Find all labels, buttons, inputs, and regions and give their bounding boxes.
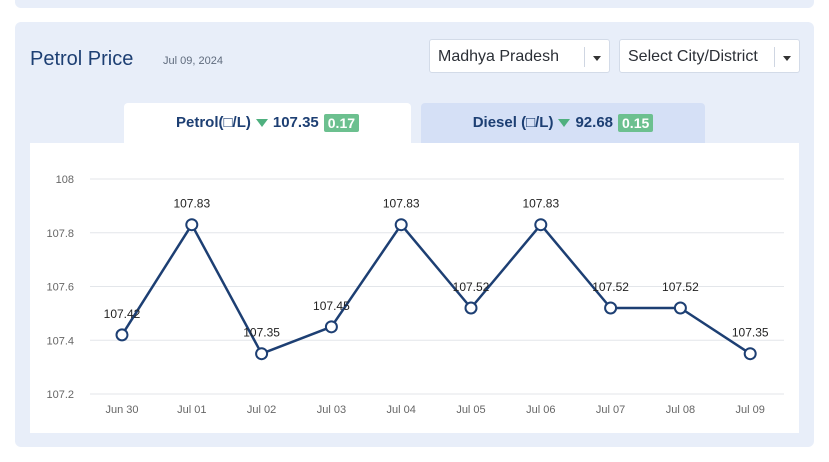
- series-line: [120, 223, 751, 355]
- tab-petrol-change-badge: 0.17: [323, 114, 360, 133]
- x-tick-label: Jul 05: [456, 404, 485, 416]
- y-tick-label: 107.8: [46, 228, 74, 240]
- data-point: [324, 320, 338, 334]
- chevron-down-icon[interactable]: [783, 56, 791, 61]
- data-label: 107.83: [522, 197, 559, 211]
- tab-petrol[interactable]: Petrol(□/L) 107.35 0.17: [124, 103, 411, 143]
- x-tick-label: Jun 30: [105, 404, 138, 416]
- tab-diesel[interactable]: Diesel (□/L) 92.68 0.15: [421, 103, 705, 143]
- data-label: 107.42: [104, 307, 141, 321]
- select-divider: [774, 47, 775, 67]
- data-point: [673, 301, 687, 315]
- data-label: 107.35: [243, 326, 280, 340]
- data-label: 107.45: [313, 299, 350, 313]
- data-point: [115, 328, 129, 342]
- trend-down-icon: [255, 119, 268, 128]
- tab-diesel-price: 92.68: [575, 114, 614, 131]
- y-tick-label: 107.6: [46, 282, 74, 294]
- data-point: [743, 347, 757, 361]
- x-tick-label: Jul 04: [387, 404, 416, 416]
- tab-petrol-label: Petrol(□/L): [175, 114, 251, 131]
- x-tick-label: Jul 01: [177, 404, 206, 416]
- state-select[interactable]: Madhya Pradesh: [429, 39, 610, 73]
- y-tick-label: 107.4: [46, 335, 74, 347]
- data-label: 107.52: [453, 280, 490, 294]
- data-label: 107.83: [173, 197, 210, 211]
- state-select-value: Madhya Pradesh: [438, 48, 559, 65]
- city-select[interactable]: Select City/District: [619, 39, 800, 73]
- data-point: [394, 218, 408, 232]
- previous-card-edge: [15, 0, 814, 8]
- tab-diesel-label: Diesel (□/L): [472, 114, 554, 131]
- city-select-value: Select City/District: [628, 48, 758, 65]
- data-label: 107.35: [732, 326, 769, 340]
- tab-diesel-change-badge: 0.15: [618, 114, 654, 133]
- trend-down-icon: [558, 119, 571, 128]
- petrol-price-card: Petrol Price Jul 09, 2024 Madhya Pradesh…: [15, 22, 814, 447]
- y-tick-label: 108: [56, 174, 74, 186]
- y-tick-label: 107.2: [46, 389, 74, 401]
- data-point: [604, 301, 618, 315]
- data-label: 107.52: [662, 280, 699, 294]
- x-tick-label: Jul 03: [317, 404, 346, 416]
- data-point: [534, 218, 548, 232]
- page-title: Petrol Price: [30, 48, 134, 70]
- x-tick-label: Jul 07: [596, 404, 625, 416]
- data-point: [464, 301, 478, 315]
- price-date: Jul 09, 2024: [163, 55, 223, 67]
- x-tick-label: Jul 08: [666, 404, 695, 416]
- petrol-price-line-chart: 107.2 107.4 107.6 107.8 108 Jun 30 Jul 01 Jul 0…: [46, 174, 784, 416]
- chart-panel: 107.2 107.4 107.6 107.8 108 Jun 30 Jul 01 Jul 0…: [30, 143, 799, 433]
- chevron-down-icon[interactable]: [593, 56, 601, 61]
- data-label: 107.83: [383, 197, 420, 211]
- x-tick-label: Jul 09: [736, 404, 765, 416]
- x-tick-label: Jul 02: [247, 404, 276, 416]
- data-point: [185, 218, 199, 232]
- x-tick-label: Jul 06: [526, 404, 555, 416]
- tab-petrol-price: 107.35: [272, 114, 319, 131]
- select-divider: [584, 47, 585, 67]
- data-point: [255, 347, 269, 361]
- data-label: 107.52: [592, 280, 629, 294]
